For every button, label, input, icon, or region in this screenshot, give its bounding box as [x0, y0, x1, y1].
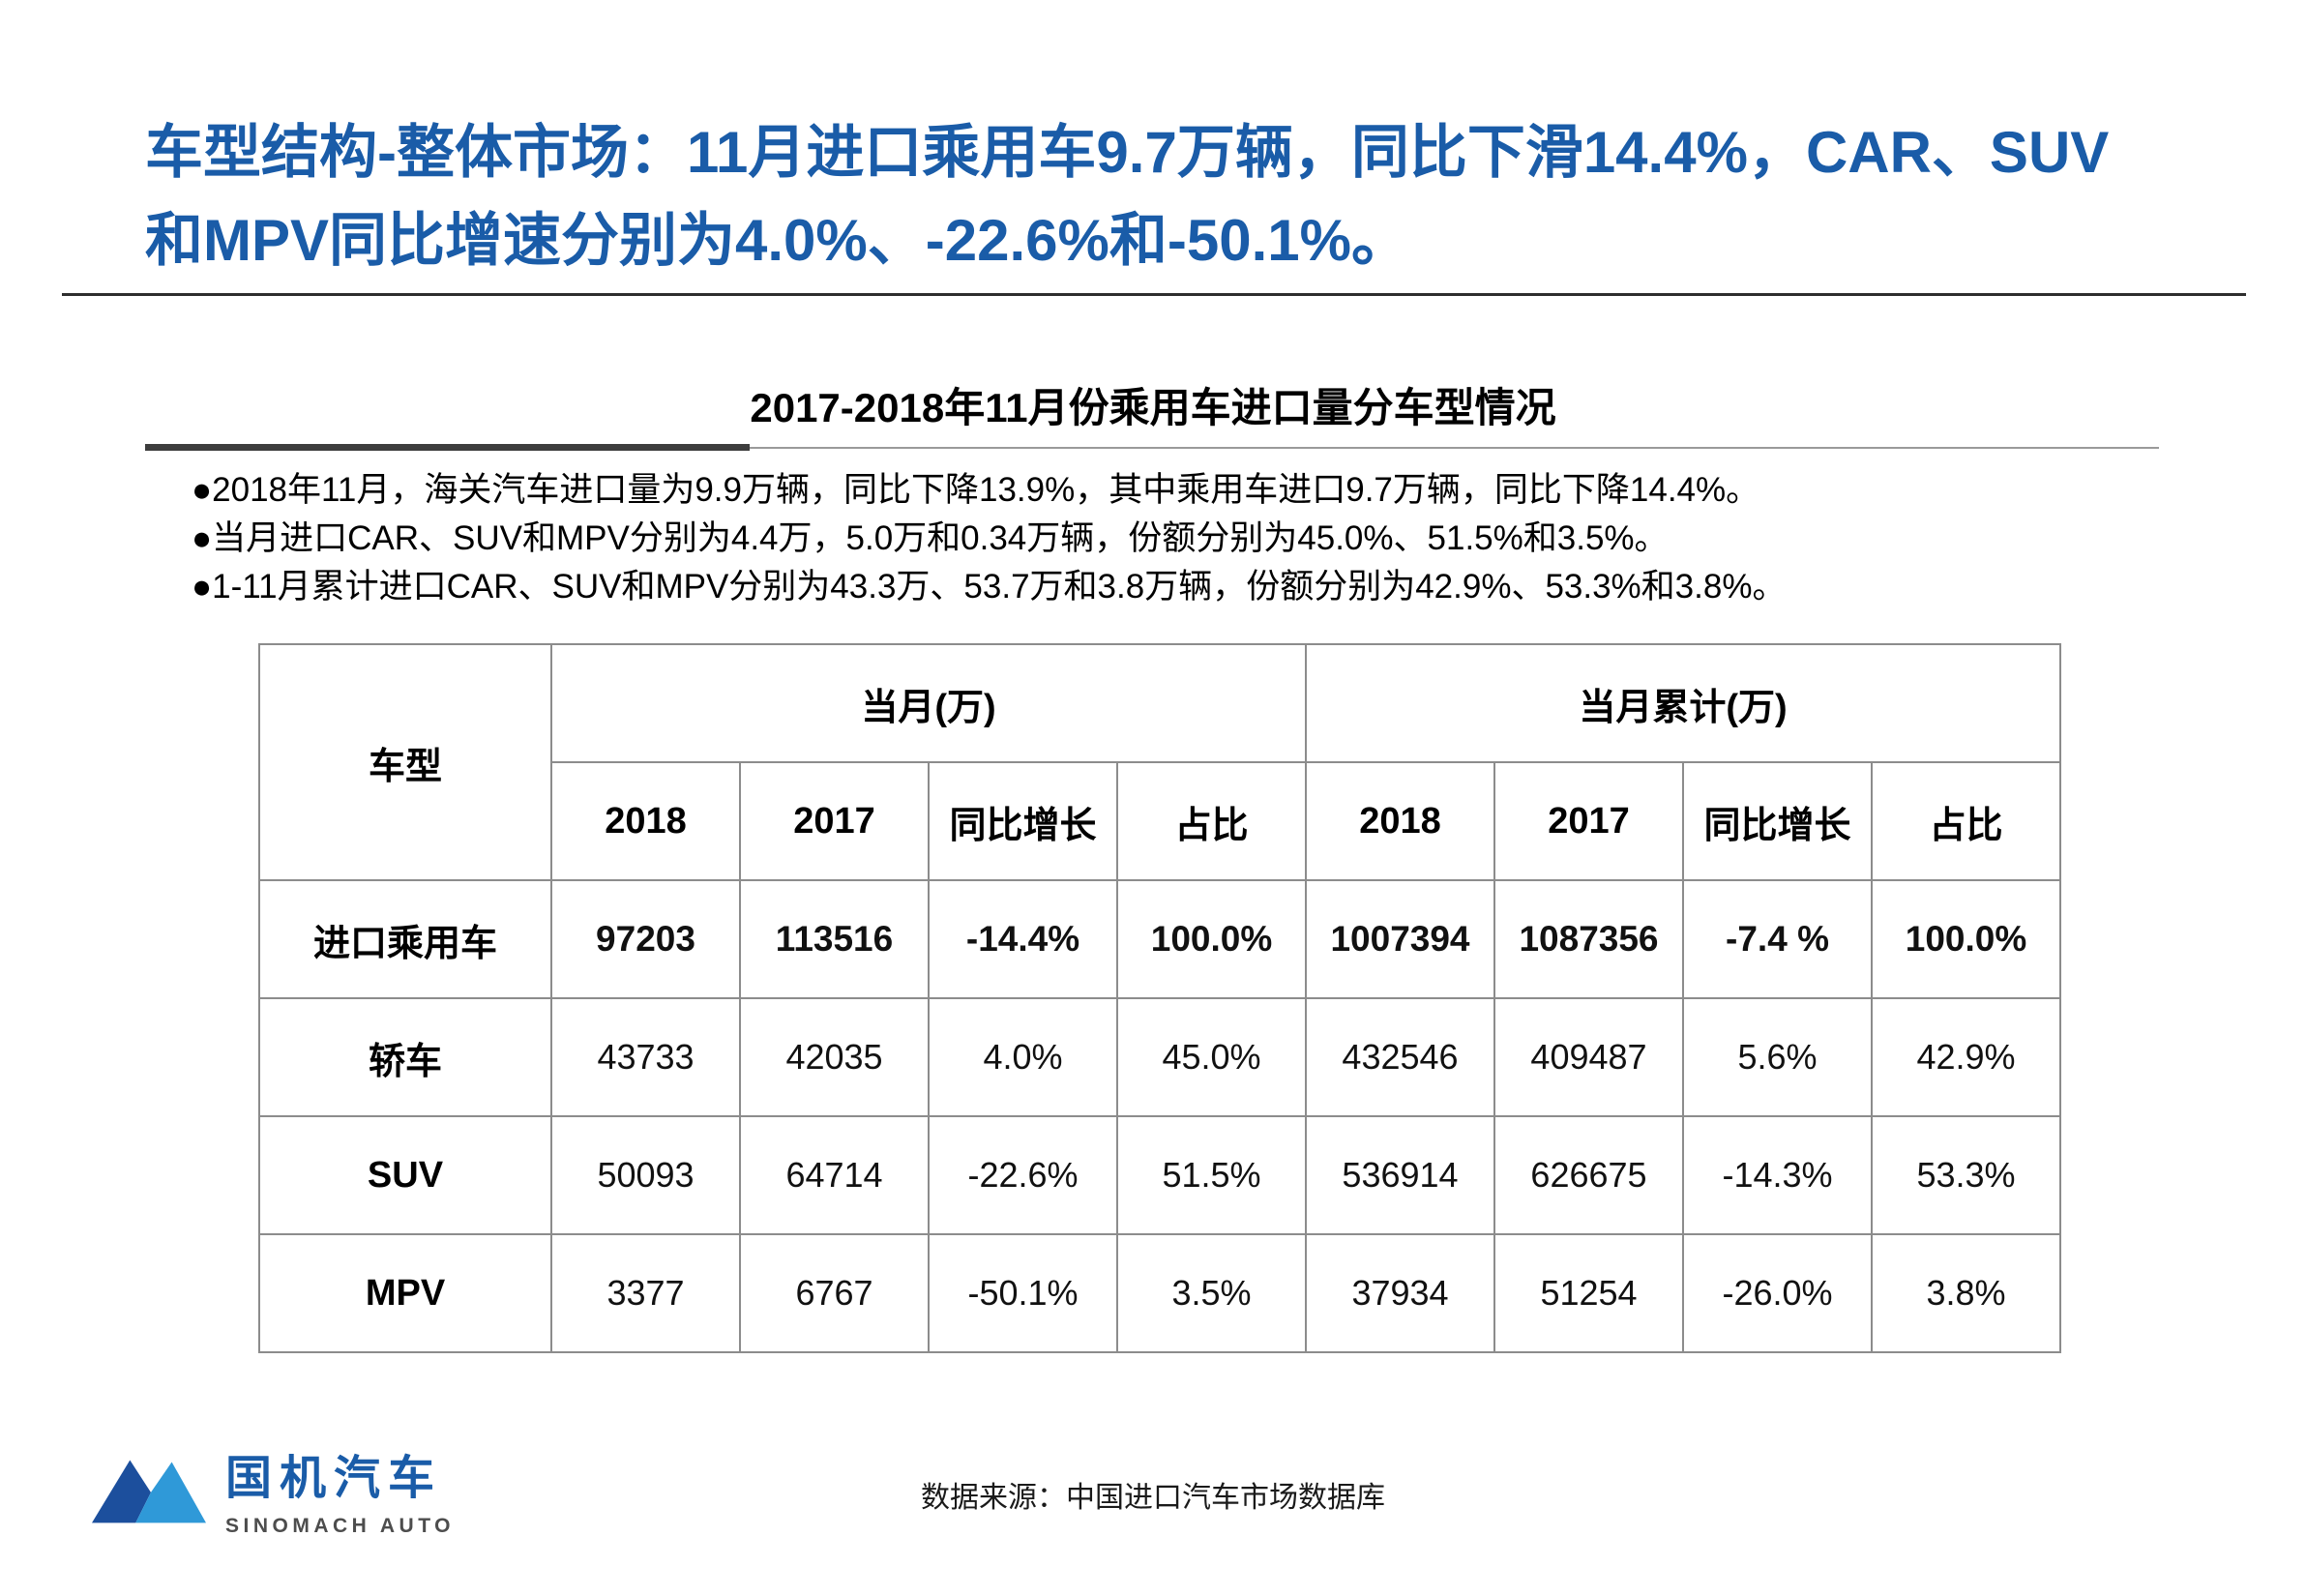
- subheader-2018-current: 2018: [550, 761, 741, 881]
- table-cell: -7.4 %: [1682, 879, 1873, 999]
- title-divider: [62, 293, 2246, 296]
- table-cell: -14.3%: [1682, 1115, 1873, 1235]
- table-row-suv: SUV 50093 64714 -22.6% 51.5% 536914 6266…: [258, 1115, 2061, 1235]
- subheader-2018-cumulative: 2018: [1305, 761, 1495, 881]
- table-cell: 1087356: [1493, 879, 1684, 999]
- table-cell: 113516: [739, 879, 930, 999]
- table-cell: 42.9%: [1871, 997, 2061, 1117]
- logo-text: 国机汽车 SINOMACH AUTO: [225, 1439, 455, 1538]
- table-cell: 6767: [739, 1233, 930, 1353]
- table-cell: 1007394: [1305, 879, 1495, 999]
- table-subheader-row: 2018 2017 同比增长 占比 2018 2017 同比增长 占比: [259, 761, 2061, 881]
- row-label: 进口乘用车: [258, 879, 552, 999]
- table-cell: 536914: [1305, 1115, 1495, 1235]
- table-cell: -22.6%: [928, 1115, 1118, 1235]
- page-title-line1: 车型结构-整体市场：11月进口乘用车9.7万辆，同比下滑14.4%，CAR、SU…: [145, 120, 2110, 185]
- table-cell: 100.0%: [1871, 879, 2061, 999]
- table-cell: 3377: [550, 1233, 741, 1353]
- table-cell: 37934: [1305, 1233, 1495, 1353]
- table-cell: 45.0%: [1116, 997, 1307, 1117]
- subheader-share-current: 占比: [1116, 761, 1307, 881]
- table-cell: 100.0%: [1116, 879, 1307, 999]
- bullet-item: ●2018年11月，海关汽车进口量为9.9万辆，同比下降13.9%，其中乘用车进…: [192, 471, 1760, 509]
- table-cell: 51.5%: [1116, 1115, 1307, 1235]
- bullet-item: ●当月进口CAR、SUV和MPV分别为4.4万，5.0万和0.34万辆，份额分别…: [192, 519, 1669, 558]
- table-cell: -26.0%: [1682, 1233, 1873, 1353]
- table-cell: 51254: [1493, 1233, 1684, 1353]
- table-cell: 43733: [550, 997, 741, 1117]
- logo-subname: SINOMACH AUTO: [225, 1515, 455, 1537]
- table-cell: 3.5%: [1116, 1233, 1307, 1353]
- row-label: MPV: [258, 1233, 552, 1353]
- table-group-header-row: 车型 当月(万) 当月累计(万): [258, 643, 2061, 881]
- table-row-total: 进口乘用车 97203 113516 -14.4% 100.0% 1007394…: [258, 879, 2061, 999]
- table-cell: -50.1%: [928, 1233, 1118, 1353]
- data-source-note: 数据来源：中国进口汽车市场数据库: [921, 1482, 1385, 1514]
- table-cell: -14.4%: [928, 879, 1118, 999]
- bullet-item: ●1-11月累计进口CAR、SUV和MPV分别为43.3万、53.7万和3.8万…: [192, 568, 1787, 606]
- row-label: 轿车: [258, 997, 552, 1117]
- subheader-share-cumulative: 占比: [1871, 761, 2061, 881]
- page-title-line2: 和MPV同比增速分别为4.0%、-22.6%和-50.1%。: [145, 208, 1409, 274]
- logo-name: 国机汽车: [225, 1453, 443, 1504]
- table-cell: 50093: [550, 1115, 741, 1235]
- divider-accent: [145, 444, 750, 451]
- import-volume-table: 车型 当月(万) 当月累计(万) 2018 2017 同比增长 占比 2018 …: [258, 643, 2061, 1353]
- logo: 国机汽车 SINOMACH AUTO: [92, 1439, 455, 1538]
- col-group-cumulative: 当月累计(万): [1305, 643, 2061, 763]
- table-cell: 626675: [1493, 1115, 1684, 1235]
- table-cell: 409487: [1493, 997, 1684, 1117]
- table-cell: 42035: [739, 997, 930, 1117]
- table-cell: 53.3%: [1871, 1115, 2061, 1235]
- table-cell: 97203: [550, 879, 741, 999]
- subtitle-divider: [145, 444, 2159, 451]
- table-cell: 4.0%: [928, 997, 1118, 1117]
- subheader-yoy-cumulative: 同比增长: [1682, 761, 1873, 881]
- sinomach-logo-icon: [92, 1460, 206, 1523]
- subheader-2017-current: 2017: [739, 761, 930, 881]
- col-header-vehicle-type: 车型: [258, 643, 552, 881]
- table-cell: 64714: [739, 1115, 930, 1235]
- subheader-2017-cumulative: 2017: [1493, 761, 1684, 881]
- page-title: 车型结构-整体市场：11月进口乘用车9.7万辆，同比下滑14.4%，CAR、SU…: [145, 108, 2254, 284]
- table-title: 2017-2018年11月份乘用车进口量分车型情况: [750, 385, 1556, 430]
- row-label: SUV: [258, 1115, 552, 1235]
- table-cell: 3.8%: [1871, 1233, 2061, 1353]
- table-cell: 432546: [1305, 997, 1495, 1117]
- bullet-list: ●2018年11月，海关汽车进口量为9.9万辆，同比下降13.9%，其中乘用车进…: [192, 466, 2184, 611]
- table-cell: 5.6%: [1682, 997, 1873, 1117]
- subheader-yoy-current: 同比增长: [928, 761, 1118, 881]
- table-row-car: 轿车 43733 42035 4.0% 45.0% 432546 409487 …: [258, 997, 2061, 1117]
- col-group-current-month: 当月(万): [550, 643, 1307, 763]
- table-row-mpv: MPV 3377 6767 -50.1% 3.5% 37934 51254 -2…: [258, 1233, 2061, 1353]
